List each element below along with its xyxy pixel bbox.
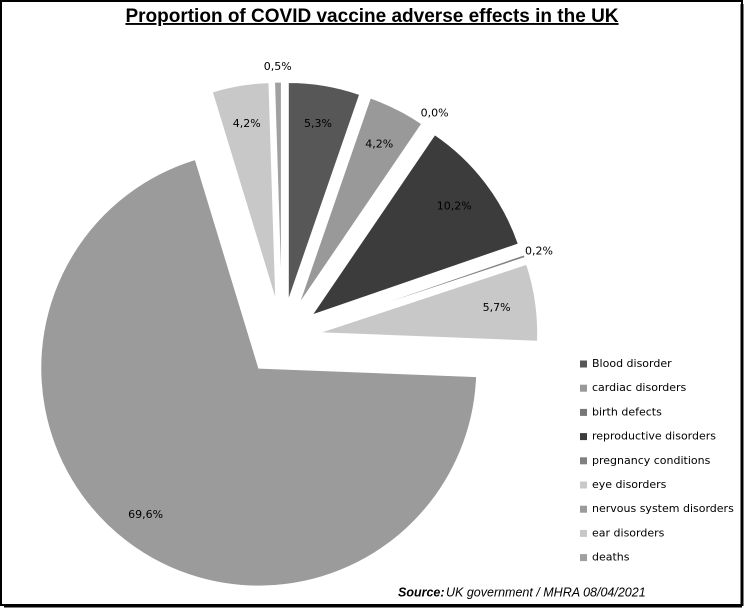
pie-slice <box>211 82 277 301</box>
legend-swatch <box>580 554 587 562</box>
legend-label: cardiac disorders <box>592 381 687 394</box>
data-label: 0,5% <box>264 60 292 73</box>
pie-slice <box>287 82 361 301</box>
data-label: 0,2% <box>525 244 553 257</box>
data-label: 5,7% <box>483 301 511 314</box>
pie-slice <box>310 134 519 316</box>
data-label: 0,0% <box>421 107 449 120</box>
source-text: UK government / MHRA 08/04/2021 <box>446 585 646 599</box>
legend-swatch <box>580 360 587 368</box>
data-label: 4,2% <box>365 137 393 150</box>
data-label: 10,2% <box>437 199 472 212</box>
data-label: 69,6% <box>128 508 163 521</box>
legend-label: nervous system disorders <box>592 502 734 515</box>
pie-slice <box>274 81 282 301</box>
legend-swatch <box>580 433 587 441</box>
legend-label: ear disorders <box>592 526 665 539</box>
legend-label: deaths <box>592 551 630 564</box>
legend-swatch <box>580 481 587 489</box>
pie-slice <box>298 97 423 305</box>
legend-swatch <box>580 529 587 537</box>
data-label: 4,2% <box>233 117 261 130</box>
legend-label: pregnancy conditions <box>592 454 711 467</box>
legend-swatch <box>580 408 587 416</box>
legend-swatch <box>580 505 587 513</box>
legend-label: birth defects <box>592 405 662 418</box>
source-label: Source: <box>398 585 445 599</box>
legend-label: eye disorders <box>592 478 667 491</box>
pie-slice <box>40 158 478 587</box>
data-label: 5,3% <box>304 117 332 130</box>
chart-title: Proportion of COVID vaccine adverse effe… <box>125 6 618 27</box>
legend-label: reproductive disorders <box>592 430 716 443</box>
legend-swatch <box>580 384 587 392</box>
pie-slice <box>317 254 526 327</box>
legend-label: Blood disorder <box>592 357 672 370</box>
legend-swatch <box>580 457 587 465</box>
pie-slice <box>319 263 539 342</box>
